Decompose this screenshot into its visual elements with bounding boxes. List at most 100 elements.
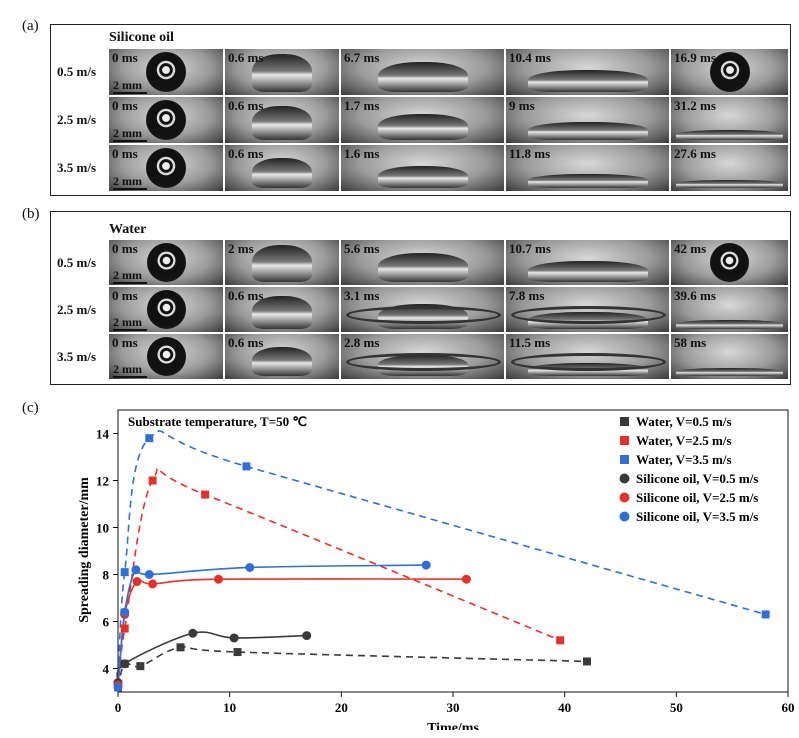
spreading-film-image	[676, 368, 783, 376]
data-point-circle	[120, 659, 130, 669]
panel-a-label: (a)	[22, 18, 39, 34]
droplet-frame: 39.6 ms	[671, 287, 788, 332]
spreading-film-image	[252, 347, 312, 376]
data-point-square	[556, 636, 565, 645]
data-point-circle	[148, 579, 158, 589]
time-label: 1.6 ms	[344, 146, 380, 161]
scale-bar-label: 2 mm	[113, 362, 142, 376]
time-label: 58 ms	[674, 335, 707, 350]
droplet-image	[709, 52, 750, 92]
droplet-frame: 16.9 ms	[671, 49, 788, 95]
time-label: 16.9 ms	[674, 50, 716, 65]
data-point-square	[583, 657, 591, 666]
droplet-frame: 10.7 ms	[506, 240, 669, 285]
spreading-film-image	[527, 122, 648, 140]
scale-bar	[113, 188, 147, 190]
time-label: 0.6 ms	[228, 50, 264, 65]
droplet-image	[146, 243, 186, 282]
legend-label: Water, V=3.5 m/s	[636, 452, 732, 467]
data-point-square	[761, 610, 770, 619]
droplet-frame: 0 ms 2 mm	[109, 334, 223, 379]
droplet-frame: 9 ms	[506, 97, 669, 143]
time-label: 0 ms	[112, 335, 138, 350]
time-label: 0 ms	[112, 146, 138, 161]
spreading-film-image	[676, 320, 783, 329]
panel-a-title: Silicone oil	[109, 30, 174, 45]
spreading-film-image	[252, 296, 312, 329]
spreading-film-image	[527, 261, 648, 282]
legend-marker	[620, 436, 629, 445]
spreading-film-image	[527, 70, 648, 92]
y-axis-label: Spreading diameter/mm	[77, 477, 92, 623]
data-point-circle	[421, 560, 431, 570]
spreading-film-image	[527, 174, 648, 188]
chart-annotation: Substrate temperature, T=50 ℃	[128, 414, 307, 429]
scale-bar	[113, 329, 147, 331]
x-tick-label: 40	[558, 700, 571, 715]
data-point-square	[242, 462, 251, 471]
data-point-circle	[144, 570, 154, 579]
data-point-circle	[113, 682, 123, 692]
panel-b-water: Water 0.5 m/s 0 ms 2 mm 2 ms 5.6 ms 10.7 ms 42…	[50, 211, 791, 385]
panel-a-silicone-oil: Silicone oil 0.5 m/s 0 ms 2 mm 0.6 ms 6.7 ms…	[50, 24, 791, 196]
data-point-square	[120, 568, 129, 577]
data-point-circle	[132, 577, 142, 587]
legend-label: Silicone oil, V=3.5 m/s	[636, 509, 758, 524]
panel-b-label: (b)	[22, 206, 40, 222]
spreading-film-image	[252, 245, 312, 282]
legend-marker	[620, 455, 629, 464]
data-point-circle	[461, 574, 471, 584]
droplet-frame: 5.6 ms	[341, 240, 504, 285]
spreading-film-image	[676, 130, 783, 140]
velocity-label: 2.5 m/s	[57, 301, 96, 317]
time-label: 7.8 ms	[509, 288, 545, 303]
rim-ring-image	[511, 305, 666, 324]
droplet-frame: 3.1 ms	[341, 287, 504, 332]
droplet-frame: 6.7 ms	[341, 49, 504, 95]
time-label: 0 ms	[112, 288, 138, 303]
x-tick-label: 50	[670, 700, 683, 715]
data-point-square	[145, 434, 154, 443]
droplet-frame: 7.8 ms	[506, 287, 669, 332]
droplet-frame: 0 ms 2 mm	[109, 240, 223, 285]
x-tick-label: 20	[335, 700, 348, 715]
droplet-frame: 11.8 ms	[506, 145, 669, 191]
data-point-circle	[120, 607, 130, 617]
scale-bar-label: 2 mm	[113, 174, 142, 188]
droplet-frame: 0 ms 2 mm	[109, 97, 223, 143]
time-label: 9 ms	[509, 98, 535, 113]
scale-bar-label: 2 mm	[113, 78, 142, 92]
legend-marker	[619, 492, 630, 503]
spreading-film-image	[377, 253, 468, 282]
time-label: 0 ms	[112, 241, 138, 256]
plot-frame	[117, 409, 789, 693]
spreading-film-image	[377, 166, 468, 188]
droplet-frame: 0 ms 2 mm	[109, 49, 223, 95]
legend-marker	[620, 417, 629, 426]
legend-label: Water, V=0.5 m/s	[636, 414, 732, 429]
spreading-film-image	[252, 54, 312, 92]
scale-bar	[113, 92, 147, 94]
droplet-image	[710, 243, 749, 282]
data-point-square	[176, 643, 185, 652]
droplet-frame: 2 ms	[225, 240, 339, 285]
droplet-frame: 0.6 ms	[225, 97, 339, 143]
data-point-square	[233, 648, 242, 657]
droplet-frame: 58 ms	[671, 334, 788, 379]
time-label: 0.6 ms	[228, 288, 264, 303]
droplet-frame: 0 ms 2 mm	[109, 145, 223, 191]
scale-bar-label: 2 mm	[113, 315, 142, 329]
legend-label: Water, V=2.5 m/s	[636, 433, 732, 448]
data-point-circle	[245, 562, 255, 572]
scale-bar	[113, 376, 147, 378]
data-point-square	[148, 476, 157, 485]
time-label: 10.7 ms	[509, 241, 551, 256]
droplet-frame: 0.6 ms	[225, 287, 339, 332]
scale-bar	[113, 282, 147, 284]
rim-ring-image	[346, 305, 501, 324]
time-label: 2.8 ms	[344, 335, 380, 350]
data-point-circle	[302, 631, 312, 641]
scale-bar-label: 2 mm	[113, 126, 142, 140]
time-label: 11.8 ms	[509, 146, 551, 161]
droplet-frame: 0 ms 2 mm	[109, 287, 223, 332]
